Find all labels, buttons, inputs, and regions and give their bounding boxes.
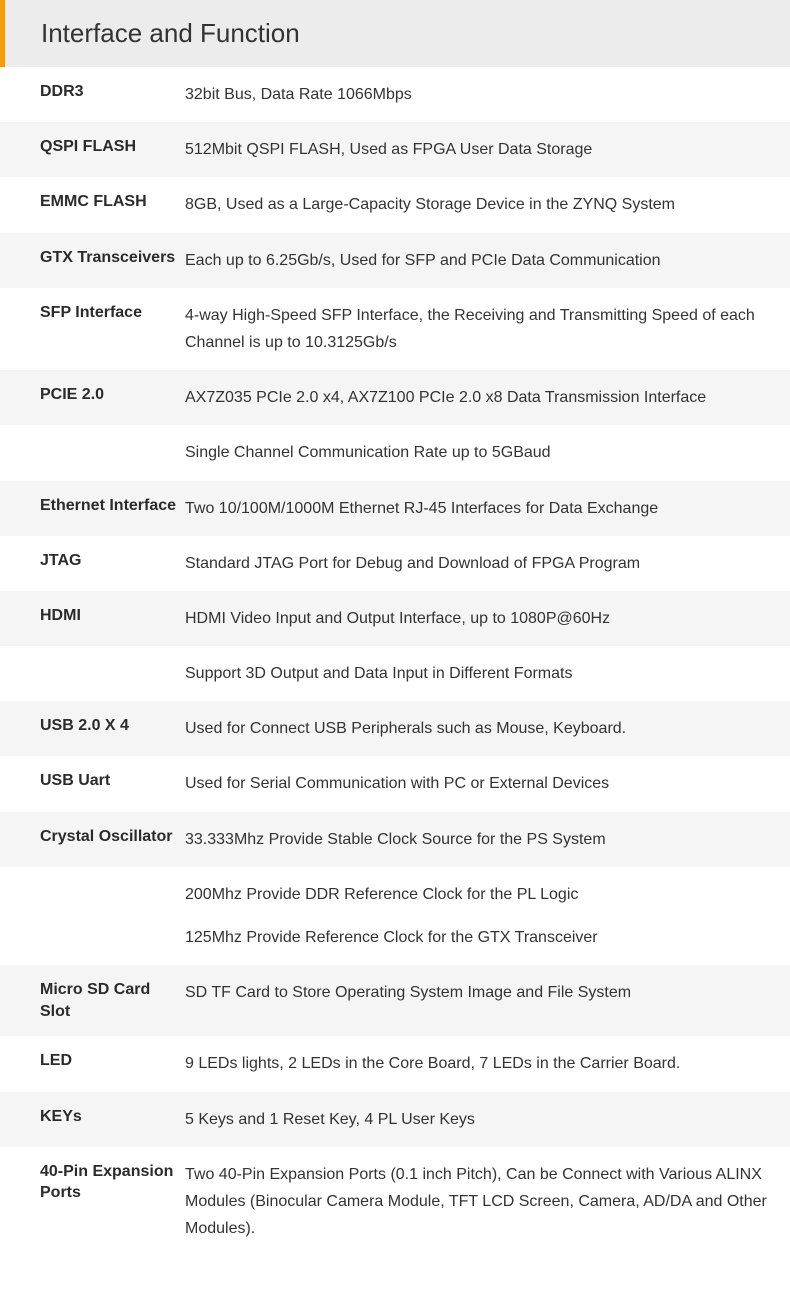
row-value-line: 9 LEDs lights, 2 LEDs in the Core Board,… bbox=[185, 1050, 770, 1077]
table-row: 200Mhz Provide DDR Reference Clock for t… bbox=[0, 867, 790, 965]
row-value: HDMI Video Input and Output Interface, u… bbox=[185, 605, 790, 632]
row-value: 9 LEDs lights, 2 LEDs in the Core Board,… bbox=[185, 1050, 790, 1077]
row-label: KEYs bbox=[40, 1106, 185, 1128]
row-value-line: Support 3D Output and Data Input in Diff… bbox=[185, 660, 770, 687]
row-label: SFP Interface bbox=[40, 302, 185, 324]
table-row: Single Channel Communication Rate up to … bbox=[0, 425, 790, 480]
table-row: Ethernet InterfaceTwo 10/100M/1000M Ethe… bbox=[0, 481, 790, 536]
table-row: LED9 LEDs lights, 2 LEDs in the Core Boa… bbox=[0, 1036, 790, 1091]
row-value-line: 33.333Mhz Provide Stable Clock Source fo… bbox=[185, 826, 770, 853]
row-value-line: 512Mbit QSPI FLASH, Used as FPGA User Da… bbox=[185, 136, 770, 163]
table-row: Micro SD Card SlotSD TF Card to Store Op… bbox=[0, 965, 790, 1036]
row-label: USB Uart bbox=[40, 770, 185, 792]
row-value: 8GB, Used as a Large-Capacity Storage De… bbox=[185, 191, 790, 218]
table-row: QSPI FLASH512Mbit QSPI FLASH, Used as FP… bbox=[0, 122, 790, 177]
table-row: SFP Interface4-way High-Speed SFP Interf… bbox=[0, 288, 790, 370]
row-label: HDMI bbox=[40, 605, 185, 627]
row-value-line: 4-way High-Speed SFP Interface, the Rece… bbox=[185, 302, 770, 356]
row-label: PCIE 2.0 bbox=[40, 384, 185, 406]
row-value: SD TF Card to Store Operating System Ima… bbox=[185, 979, 790, 1006]
table-row: 40-Pin Expansion PortsTwo 40-Pin Expansi… bbox=[0, 1147, 790, 1257]
row-label: LED bbox=[40, 1050, 185, 1072]
row-value-line: Used for Serial Communication with PC or… bbox=[185, 770, 770, 797]
row-label: Micro SD Card Slot bbox=[40, 979, 185, 1022]
row-value-line: SD TF Card to Store Operating System Ima… bbox=[185, 979, 770, 1006]
row-label: DDR3 bbox=[40, 81, 185, 103]
row-value: Each up to 6.25Gb/s, Used for SFP and PC… bbox=[185, 247, 790, 274]
row-value-line: Used for Connect USB Peripherals such as… bbox=[185, 715, 770, 742]
table-row: JTAGStandard JTAG Port for Debug and Dow… bbox=[0, 536, 790, 591]
row-value: Two 10/100M/1000M Ethernet RJ-45 Interfa… bbox=[185, 495, 790, 522]
row-value-line: Two 10/100M/1000M Ethernet RJ-45 Interfa… bbox=[185, 495, 770, 522]
section-header: Interface and Function bbox=[0, 0, 790, 67]
row-value: Standard JTAG Port for Debug and Downloa… bbox=[185, 550, 790, 577]
row-value-line: 5 Keys and 1 Reset Key, 4 PL User Keys bbox=[185, 1106, 770, 1133]
row-value-line: Two 40-Pin Expansion Ports (0.1 inch Pit… bbox=[185, 1161, 770, 1243]
row-value: Used for Serial Communication with PC or… bbox=[185, 770, 790, 797]
row-value: 4-way High-Speed SFP Interface, the Rece… bbox=[185, 302, 790, 356]
row-value: 512Mbit QSPI FLASH, Used as FPGA User Da… bbox=[185, 136, 790, 163]
row-label: JTAG bbox=[40, 550, 185, 572]
table-row: HDMIHDMI Video Input and Output Interfac… bbox=[0, 591, 790, 646]
row-value: Two 40-Pin Expansion Ports (0.1 inch Pit… bbox=[185, 1161, 790, 1243]
row-value: 32bit Bus, Data Rate 1066Mbps bbox=[185, 81, 790, 108]
row-value-line: Single Channel Communication Rate up to … bbox=[185, 439, 770, 466]
table-row: USB UartUsed for Serial Communication wi… bbox=[0, 756, 790, 811]
row-value: 200Mhz Provide DDR Reference Clock for t… bbox=[185, 881, 790, 951]
table-row: DDR332bit Bus, Data Rate 1066Mbps bbox=[0, 67, 790, 122]
row-label: Ethernet Interface bbox=[40, 495, 185, 517]
row-value-line: HDMI Video Input and Output Interface, u… bbox=[185, 605, 770, 632]
row-label: Crystal Oscillator bbox=[40, 826, 185, 848]
table-row: Support 3D Output and Data Input in Diff… bbox=[0, 646, 790, 701]
row-value-line: Each up to 6.25Gb/s, Used for SFP and PC… bbox=[185, 247, 770, 274]
row-label: QSPI FLASH bbox=[40, 136, 185, 158]
row-value-line: Standard JTAG Port for Debug and Downloa… bbox=[185, 550, 770, 577]
section-title: Interface and Function bbox=[41, 18, 790, 49]
row-value: AX7Z035 PCIe 2.0 x4, AX7Z100 PCIe 2.0 x8… bbox=[185, 384, 790, 411]
row-label: GTX Transceivers bbox=[40, 247, 185, 269]
row-value-line: 32bit Bus, Data Rate 1066Mbps bbox=[185, 81, 770, 108]
row-label: USB 2.0 X 4 bbox=[40, 715, 185, 737]
row-value-line: 8GB, Used as a Large-Capacity Storage De… bbox=[185, 191, 770, 218]
row-value-line: 125Mhz Provide Reference Clock for the G… bbox=[185, 924, 770, 951]
row-label: 40-Pin Expansion Ports bbox=[40, 1161, 185, 1204]
row-value: Support 3D Output and Data Input in Diff… bbox=[185, 660, 790, 687]
row-value: Used for Connect USB Peripherals such as… bbox=[185, 715, 790, 742]
row-value: 33.333Mhz Provide Stable Clock Source fo… bbox=[185, 826, 790, 853]
row-label: EMMC FLASH bbox=[40, 191, 185, 213]
row-value: Single Channel Communication Rate up to … bbox=[185, 439, 790, 466]
spec-table: DDR332bit Bus, Data Rate 1066MbpsQSPI FL… bbox=[0, 67, 790, 1256]
table-row: PCIE 2.0AX7Z035 PCIe 2.0 x4, AX7Z100 PCI… bbox=[0, 370, 790, 425]
row-value-line: 200Mhz Provide DDR Reference Clock for t… bbox=[185, 881, 770, 908]
table-row: GTX TransceiversEach up to 6.25Gb/s, Use… bbox=[0, 233, 790, 288]
row-value: 5 Keys and 1 Reset Key, 4 PL User Keys bbox=[185, 1106, 790, 1133]
table-row: Crystal Oscillator33.333Mhz Provide Stab… bbox=[0, 812, 790, 867]
row-value-line: AX7Z035 PCIe 2.0 x4, AX7Z100 PCIe 2.0 x8… bbox=[185, 384, 770, 411]
table-row: EMMC FLASH8GB, Used as a Large-Capacity … bbox=[0, 177, 790, 232]
table-row: KEYs5 Keys and 1 Reset Key, 4 PL User Ke… bbox=[0, 1092, 790, 1147]
table-row: USB 2.0 X 4Used for Connect USB Peripher… bbox=[0, 701, 790, 756]
